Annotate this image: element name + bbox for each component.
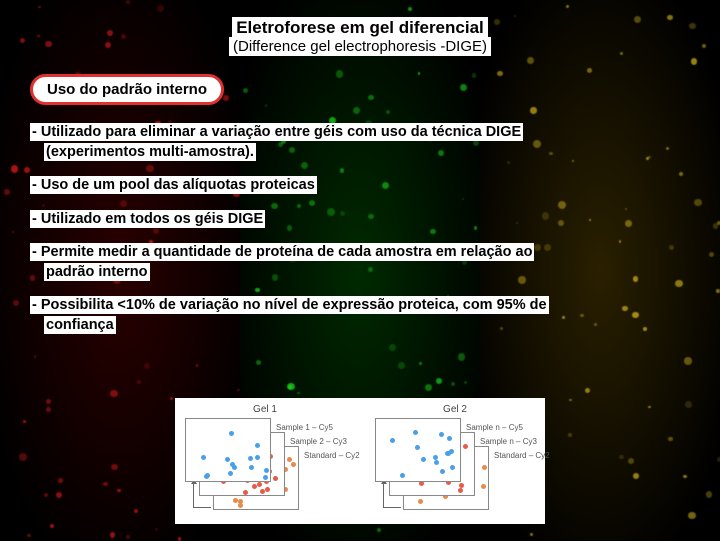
layer-label: Sample 1 – Cy5: [276, 423, 333, 432]
bullet-indent: (experimentos multi-amostra).: [44, 143, 256, 161]
list-item: - Permite medir a quantidade de proteína…: [30, 243, 690, 282]
bullet-list: - Utilizado para eliminar a variação ent…: [30, 123, 690, 350]
bullet-text: - Possibilita <10% de variação no nível …: [30, 296, 549, 314]
layer-label: Sample 2 – Cy3: [290, 437, 347, 446]
gel-stack: Sample n – Cy5Sample n – Cy3Standard – C…: [375, 418, 525, 518]
gel-group: Gel 2 Sample n – Cy5Sample n – Cy3Standar…: [375, 404, 535, 518]
list-item: - Utilizado em todos os géis DIGE: [30, 210, 690, 230]
gel-title: Gel 2: [375, 404, 535, 415]
layer-label: Standard – Cy2: [304, 451, 360, 460]
list-item: - Possibilita <10% de variação no nível …: [30, 296, 690, 335]
gel-title: Gel 1: [185, 404, 345, 415]
section-label: Uso do padrão interno: [30, 74, 224, 105]
gel-group: Gel 1 Sample 1 – Cy5Sample 2 – Cy3Standar…: [185, 404, 345, 518]
layer-label: Sample n – Cy5: [466, 423, 523, 432]
slide-content: Eletroforese em gel diferencial (Differe…: [0, 0, 720, 540]
dige-diagram: Gel 1Sample 1 – Cy5Sample 2 – Cy3Standar…: [175, 398, 545, 524]
bullet-text: - Utilizado para eliminar a variação ent…: [30, 123, 523, 141]
bullet-indent: padrão interno: [44, 263, 150, 281]
page-title: Eletroforese em gel diferencial: [232, 17, 488, 38]
bullet-text: - Utilizado em todos os géis DIGE: [30, 210, 265, 228]
title-block: Eletroforese em gel diferencial (Differe…: [30, 18, 690, 56]
page-subtitle: (Difference gel electrophoresis -DIGE): [229, 37, 491, 56]
gel-stack: Sample 1 – Cy5Sample 2 – Cy3Standard – C…: [185, 418, 335, 518]
bullet-text: - Uso de um pool das alíquotas proteicas: [30, 176, 317, 194]
layer-label: Sample n – Cy3: [480, 437, 537, 446]
gel-layer: Sample n – Cy5: [375, 418, 461, 482]
list-item: - Uso de um pool das alíquotas proteicas: [30, 176, 690, 196]
list-item: - Utilizado para eliminar a variação ent…: [30, 123, 690, 162]
bullet-text: - Permite medir a quantidade de proteína…: [30, 243, 534, 261]
layer-label: Standard – Cy2: [494, 451, 550, 460]
bullet-indent: confiança: [44, 316, 116, 334]
diagram-area: Gel 1Sample 1 – Cy5Sample 2 – Cy3Standar…: [30, 398, 690, 524]
gel-layer: Sample 1 – Cy5: [185, 418, 271, 482]
